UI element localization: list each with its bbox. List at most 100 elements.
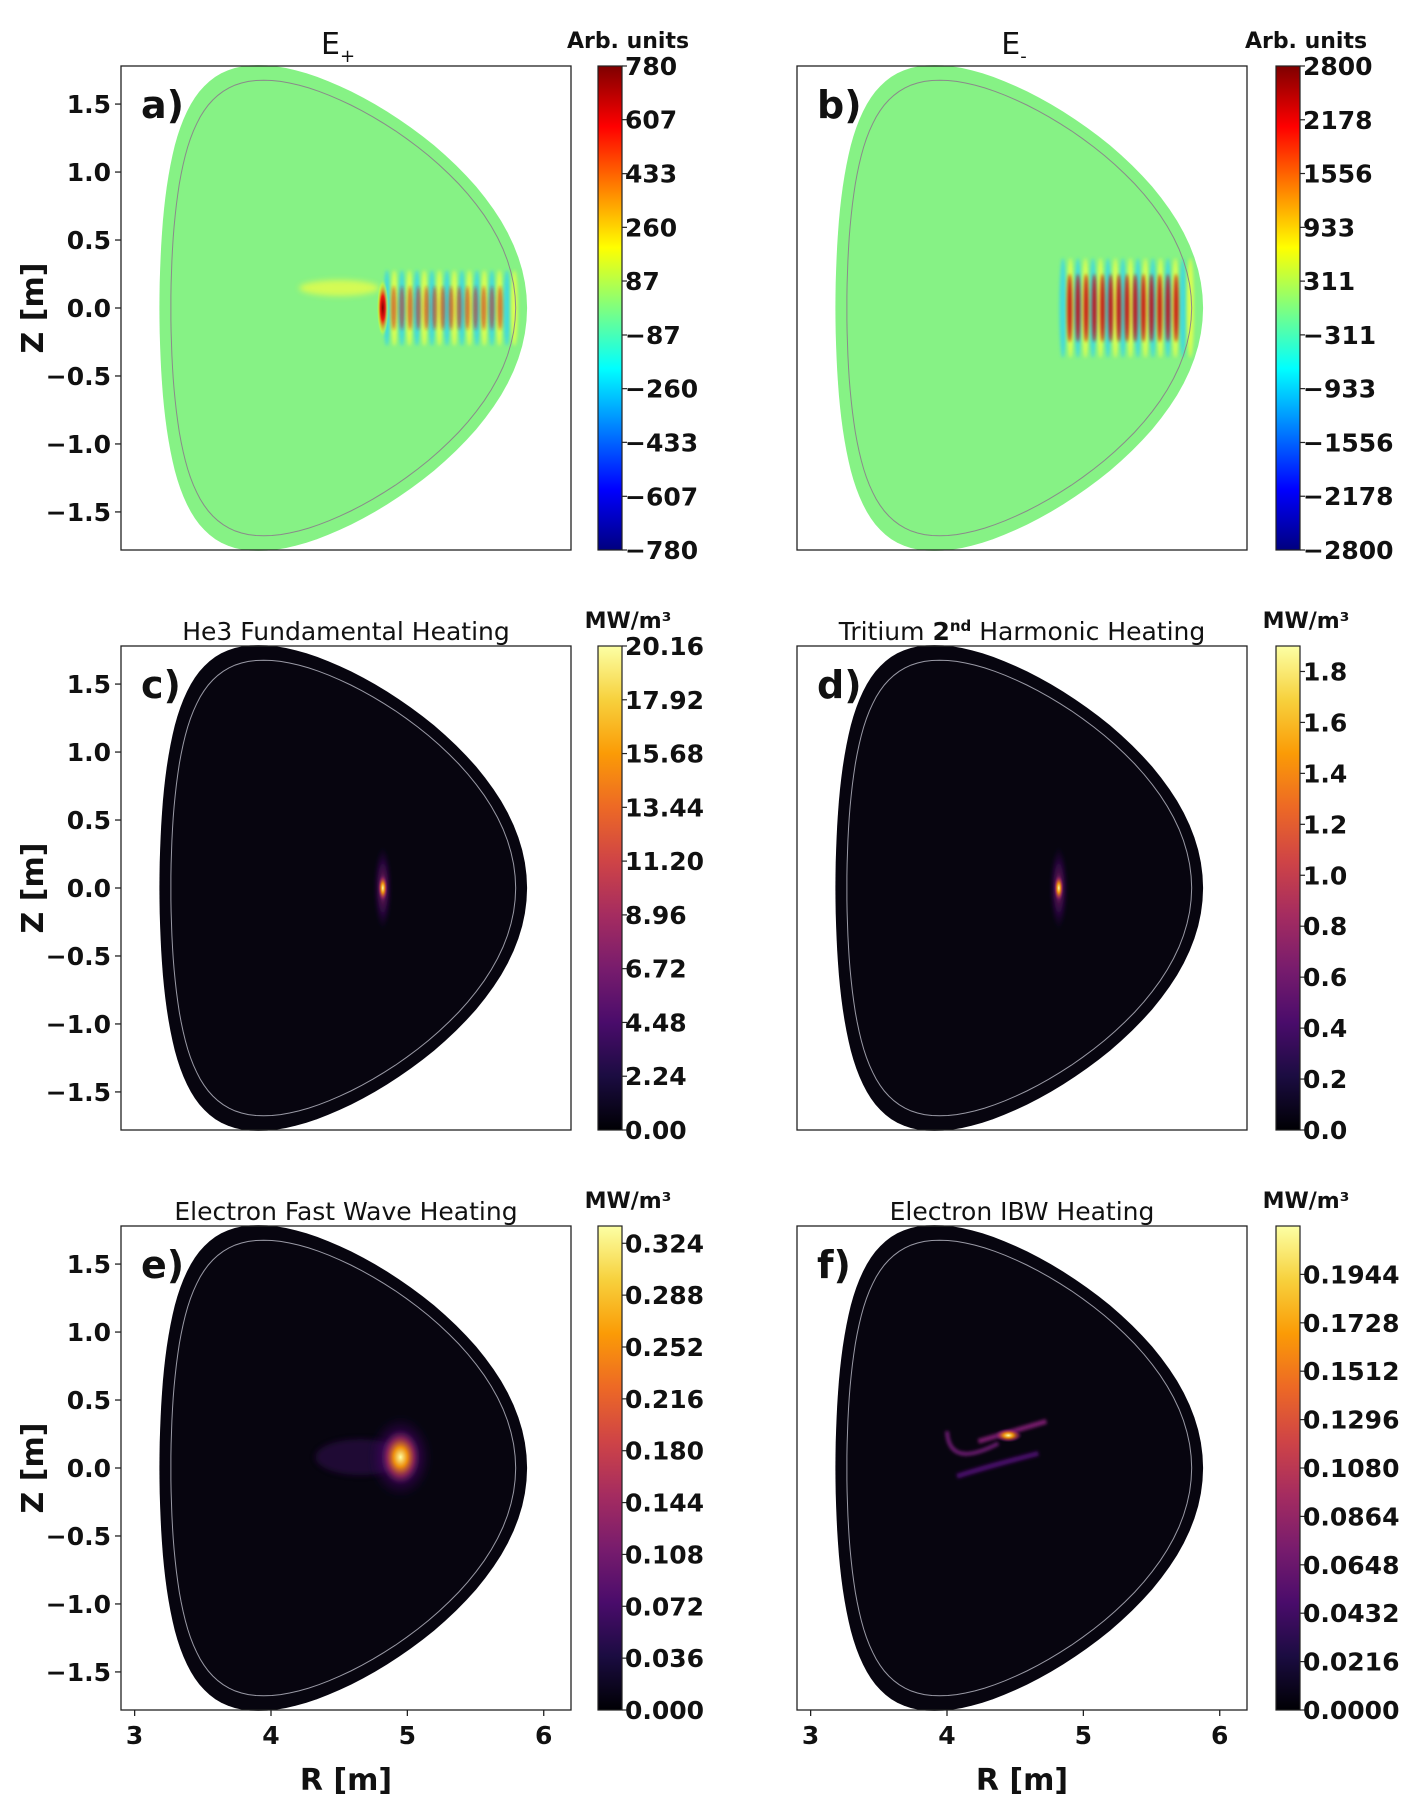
wave-fringe-core bbox=[1116, 274, 1122, 342]
colorbar-tick-label: 0.00 bbox=[625, 1116, 687, 1145]
wave-fringe bbox=[1179, 258, 1187, 358]
y-tick-label: −1.5 bbox=[46, 1078, 111, 1107]
colorbar-tick-label: 0.252 bbox=[625, 1333, 704, 1362]
separatrix bbox=[846, 659, 1193, 1117]
y-tick-label: 1.0 bbox=[67, 1318, 111, 1347]
y-axis-label: Z [m] bbox=[16, 263, 51, 354]
colorbar-tick-label: 0.0 bbox=[1303, 1116, 1347, 1145]
wave-fringe-core bbox=[1083, 274, 1089, 342]
wave-fringe bbox=[1059, 258, 1067, 358]
colorbar-tick-label: −780 bbox=[625, 536, 698, 565]
heating-deposition bbox=[945, 1418, 1048, 1479]
wave-fringe-core bbox=[464, 286, 470, 330]
x-axis-label: R [m] bbox=[300, 1763, 392, 1796]
y-tick-label: 0.0 bbox=[67, 1454, 111, 1483]
wave-fringe bbox=[1186, 258, 1194, 358]
y-axis-label: Z [m] bbox=[16, 843, 51, 934]
colorbar-tick-label: 0.180 bbox=[625, 1437, 704, 1466]
y-tick-label: 1.5 bbox=[67, 670, 111, 699]
panel-title: E+ bbox=[321, 27, 355, 67]
y-tick-label: 0.0 bbox=[67, 874, 111, 903]
colorbar bbox=[1275, 65, 1301, 551]
y-tick-label: −1.0 bbox=[46, 1590, 111, 1619]
x-axis-label: R [m] bbox=[976, 1763, 1068, 1796]
plasma-region bbox=[159, 65, 528, 551]
colorbar-tick-label: 0.324 bbox=[625, 1229, 704, 1258]
wave-fringe-core bbox=[473, 286, 478, 330]
colorbar-tick-label: 6.72 bbox=[625, 955, 687, 984]
colorbar-tick-label: 0.000 bbox=[625, 1696, 704, 1725]
colorbar-tick-label: 0.1728 bbox=[1303, 1309, 1399, 1338]
y-tick-label: −0.5 bbox=[46, 1522, 111, 1551]
colorbar-tick-label: 0.8 bbox=[1303, 912, 1347, 941]
colorbar-tick-label: −260 bbox=[625, 375, 698, 404]
colorbar-tick-label: 2178 bbox=[1303, 106, 1373, 135]
panel-title: Electron Fast Wave Heating bbox=[174, 1197, 517, 1226]
x-tick-label: 4 bbox=[262, 1721, 279, 1750]
y-tick-label: −1.0 bbox=[46, 430, 111, 459]
y-tick-label: 1.5 bbox=[67, 1250, 111, 1279]
colorbar bbox=[597, 1225, 623, 1711]
colorbar-tick-label: 17.92 bbox=[625, 686, 704, 715]
colorbar bbox=[597, 645, 623, 1131]
colorbar-tick-label: 0.2 bbox=[1303, 1065, 1347, 1094]
plasma-region bbox=[159, 645, 528, 1131]
wave-fringe-core bbox=[1173, 274, 1179, 342]
panel-label: f) bbox=[817, 1243, 851, 1287]
wave-fringe-core bbox=[448, 286, 454, 330]
x-tick-label: 3 bbox=[126, 1721, 143, 1750]
colorbar bbox=[1275, 1225, 1301, 1711]
colorbar-tick-label: 0.072 bbox=[625, 1592, 704, 1621]
colorbar-tick-label: 13.44 bbox=[625, 793, 704, 822]
wave-fringe-core bbox=[1108, 274, 1114, 342]
colorbar-tick-label: 8.96 bbox=[625, 901, 687, 930]
colorbar-tick-label: 2.24 bbox=[625, 1062, 687, 1091]
colorbar-tick-label: 311 bbox=[1303, 267, 1355, 296]
colorbar-label: MW/m³ bbox=[1263, 609, 1350, 634]
colorbar-tick-label: 433 bbox=[625, 160, 677, 189]
wave-fringe bbox=[510, 270, 518, 346]
wave-fringe-core bbox=[1075, 274, 1081, 342]
panel-f: f) Electron IBW Heating 3 4 5 6 R [m] MW/m³ 0.19… bbox=[796, 1189, 1399, 1796]
separatrix bbox=[846, 1239, 1193, 1697]
wave-fringe-core bbox=[391, 286, 397, 330]
wave-fringe-core bbox=[497, 286, 503, 330]
panel-title: He3 Fundamental Heating bbox=[182, 617, 509, 646]
beam-glow bbox=[299, 280, 380, 296]
colorbar-tick-label: 0.1080 bbox=[1303, 1454, 1399, 1483]
wave-pattern bbox=[1059, 258, 1194, 358]
wave-fringe-core bbox=[456, 286, 462, 330]
resonance-peak bbox=[376, 278, 389, 338]
colorbar-tick-label: 1.6 bbox=[1303, 708, 1347, 737]
y-tick-label: 0.5 bbox=[67, 226, 111, 255]
separatrix bbox=[170, 659, 517, 1117]
axes-frame bbox=[796, 65, 1248, 551]
panel-d: d) Tritium 2nd Harmonic Heating MW/m³ 1.8 1.… bbox=[796, 609, 1350, 1145]
panel-title: E- bbox=[1001, 27, 1026, 67]
separatrix bbox=[846, 79, 1193, 537]
plasma-region bbox=[835, 65, 1204, 551]
colorbar-tick-label: 0.0000 bbox=[1303, 1696, 1399, 1725]
colorbar-tick-label: 87 bbox=[625, 267, 660, 296]
y-tick-label: −1.0 bbox=[46, 1010, 111, 1039]
x-tick-label: 6 bbox=[1211, 1721, 1228, 1750]
colorbar-label: MW/m³ bbox=[1263, 1189, 1350, 1214]
wave-fringe bbox=[435, 270, 443, 346]
colorbar-label: MW/m³ bbox=[585, 1189, 672, 1214]
colorbar-tick-label: 0.0216 bbox=[1303, 1648, 1399, 1677]
colorbar-tick-label: 1.0 bbox=[1303, 861, 1347, 890]
y-tick-label: 1.0 bbox=[67, 738, 111, 767]
plasma-region bbox=[835, 645, 1204, 1131]
colorbar-label: MW/m³ bbox=[585, 609, 672, 634]
wave-fringe-core bbox=[399, 286, 405, 330]
colorbar-tick-label: 0.4 bbox=[1303, 1014, 1347, 1043]
colorbar-tick-label: 1556 bbox=[1303, 160, 1373, 189]
wave-fringe-core bbox=[440, 286, 446, 330]
y-tick-label: −1.5 bbox=[46, 1658, 111, 1687]
colorbar-tick-label: −311 bbox=[1303, 321, 1376, 350]
wave-fringe-core bbox=[481, 286, 487, 330]
colorbar-tick-label: 0.216 bbox=[625, 1385, 704, 1414]
y-tick-label: 0.5 bbox=[67, 1386, 111, 1415]
y-tick-label: 0.5 bbox=[67, 806, 111, 835]
colorbar-tick-label: 0.0864 bbox=[1303, 1502, 1399, 1531]
